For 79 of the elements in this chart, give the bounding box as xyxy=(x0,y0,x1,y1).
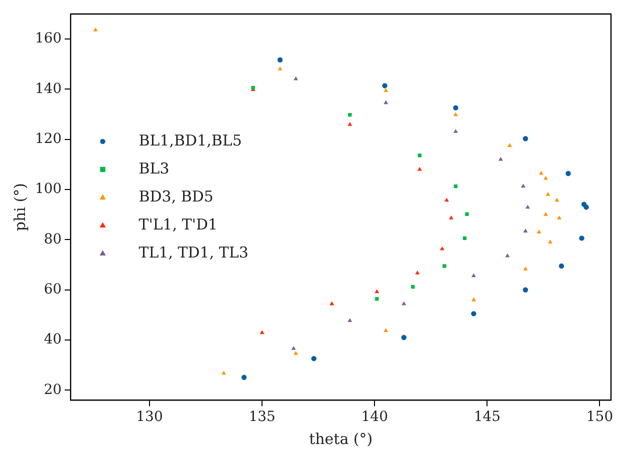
legend-label: BL1,BD1,BL5 xyxy=(138,131,242,150)
y-tick-label: 100 xyxy=(34,181,62,198)
point xyxy=(543,212,548,216)
point xyxy=(294,350,298,355)
point xyxy=(291,346,296,350)
point xyxy=(93,27,98,32)
point xyxy=(453,105,458,110)
y-tick-label: 160 xyxy=(34,30,62,47)
point xyxy=(294,76,298,80)
point xyxy=(241,374,247,380)
y-tick-label: 80 xyxy=(44,231,62,248)
point xyxy=(442,264,446,268)
point xyxy=(505,253,510,258)
point xyxy=(417,166,422,171)
point xyxy=(471,311,476,316)
point xyxy=(523,228,528,232)
point xyxy=(522,136,528,142)
point xyxy=(348,318,352,322)
point xyxy=(260,330,264,334)
point xyxy=(277,57,283,62)
y-axis-title: phi (°) xyxy=(10,183,29,232)
point xyxy=(311,356,316,362)
legend-label: BD3, BD5 xyxy=(138,187,214,206)
point xyxy=(584,204,589,210)
point xyxy=(471,273,476,278)
point xyxy=(523,266,528,270)
point xyxy=(525,204,530,209)
point xyxy=(453,129,458,133)
x-tick-label: 150 xyxy=(586,409,614,426)
point xyxy=(348,122,352,126)
point xyxy=(554,198,560,202)
y-tick-label: 140 xyxy=(34,80,62,97)
point xyxy=(384,88,388,92)
point xyxy=(558,263,564,269)
point xyxy=(454,184,458,188)
point xyxy=(471,297,476,302)
point xyxy=(448,216,454,220)
point xyxy=(520,184,526,188)
point xyxy=(401,334,406,340)
point xyxy=(384,100,388,104)
y-tick-label: 60 xyxy=(44,282,62,298)
point xyxy=(382,83,388,88)
x-tick-label: 140 xyxy=(361,409,388,426)
x-axis-title: theta (°) xyxy=(309,430,373,448)
point xyxy=(522,287,528,292)
point xyxy=(556,216,562,220)
point xyxy=(536,230,542,234)
point xyxy=(543,176,548,180)
point xyxy=(462,236,467,240)
point xyxy=(507,143,512,147)
point xyxy=(330,301,334,306)
legend-label: BL3 xyxy=(138,159,170,178)
point xyxy=(566,170,571,176)
y-tick-label: 40 xyxy=(44,332,62,348)
point xyxy=(411,285,415,289)
point xyxy=(453,112,458,116)
point xyxy=(440,246,444,250)
point xyxy=(374,289,380,294)
x-tick-label: 145 xyxy=(474,409,501,426)
point xyxy=(418,154,422,158)
point xyxy=(348,112,352,117)
point xyxy=(444,198,449,202)
legend-label: T'L1, T'D1 xyxy=(138,215,218,234)
point xyxy=(278,66,282,70)
point xyxy=(579,236,584,241)
point xyxy=(546,192,550,196)
x-tick-label: 130 xyxy=(136,409,163,426)
point xyxy=(415,270,420,274)
point xyxy=(375,297,379,301)
point xyxy=(465,212,469,216)
point xyxy=(498,156,503,161)
legend-label: TL1, TD1, TL3 xyxy=(138,243,248,262)
point xyxy=(538,170,544,175)
y-tick-label: 120 xyxy=(34,131,62,148)
y-tick-label: 20 xyxy=(44,382,62,398)
point xyxy=(222,370,226,375)
point xyxy=(384,328,388,332)
x-tick-label: 135 xyxy=(248,409,276,426)
point xyxy=(548,240,552,244)
